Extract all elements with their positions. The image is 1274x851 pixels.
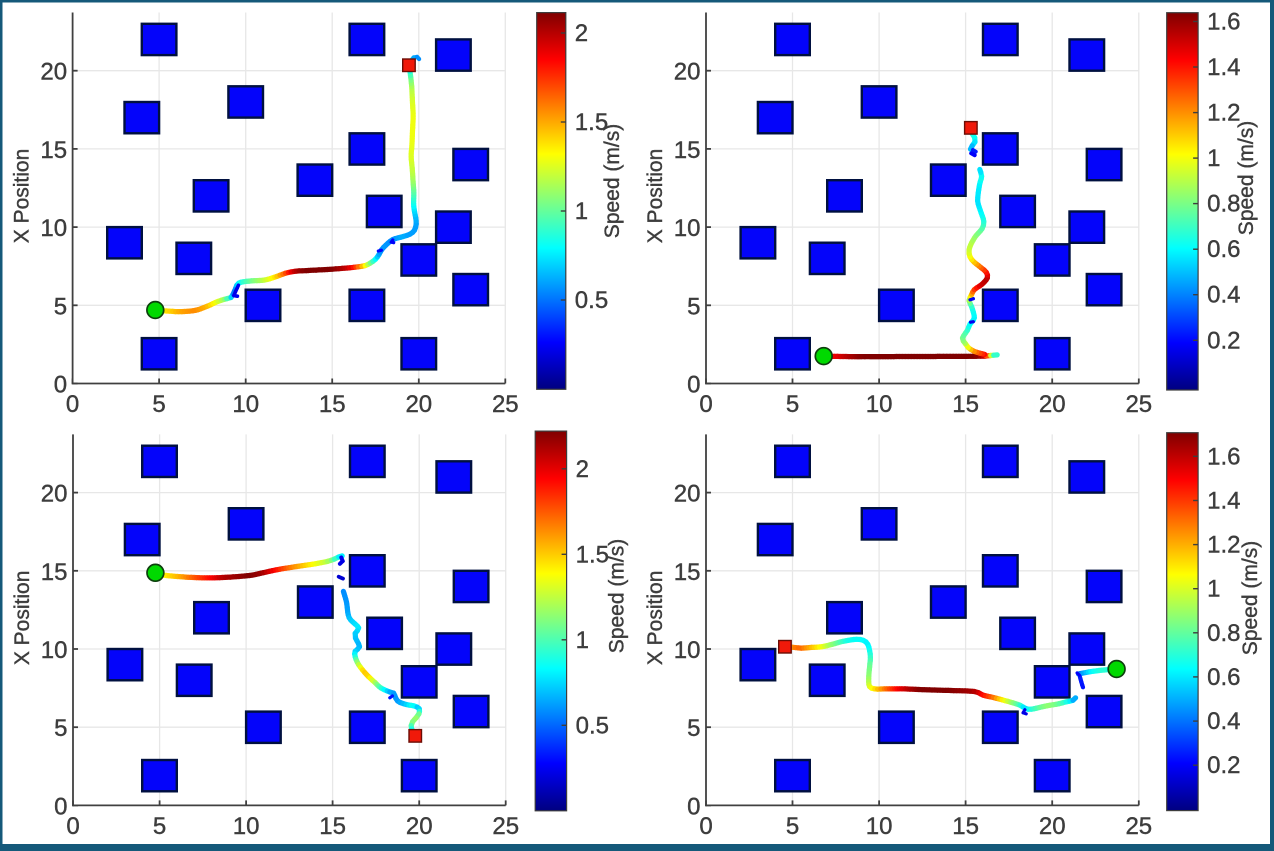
svg-text:Speed (m/s): Speed (m/s) <box>1239 541 1262 655</box>
svg-text:15: 15 <box>674 559 701 586</box>
svg-text:0.6: 0.6 <box>1207 236 1240 263</box>
svg-text:20: 20 <box>674 59 701 86</box>
svg-text:5: 5 <box>153 813 166 840</box>
svg-text:X Position: X Position <box>644 571 667 666</box>
svg-text:X Position: X Position <box>644 149 667 244</box>
svg-text:0: 0 <box>54 793 67 820</box>
svg-text:15: 15 <box>40 137 67 164</box>
svg-text:10: 10 <box>233 813 260 840</box>
svg-text:10: 10 <box>41 637 68 664</box>
svg-text:15: 15 <box>319 391 346 418</box>
svg-text:10: 10 <box>232 391 259 418</box>
svg-text:2: 2 <box>576 456 589 483</box>
svg-text:10: 10 <box>866 391 893 418</box>
svg-text:0: 0 <box>54 372 67 399</box>
svg-text:0.4: 0.4 <box>1207 282 1240 309</box>
svg-text:15: 15 <box>952 813 979 840</box>
svg-text:1.2: 1.2 <box>1207 100 1240 127</box>
svg-text:5: 5 <box>152 391 165 418</box>
svg-text:Speed (m/s): Speed (m/s) <box>1235 121 1258 235</box>
svg-text:Speed (m/s): Speed (m/s) <box>601 124 624 238</box>
svg-text:25: 25 <box>1125 391 1152 418</box>
svg-text:0.2: 0.2 <box>1207 752 1240 779</box>
svg-text:10: 10 <box>40 215 67 242</box>
svg-text:1.4: 1.4 <box>1207 488 1240 515</box>
svg-text:1.6: 1.6 <box>1207 9 1240 36</box>
svg-text:0: 0 <box>66 813 79 840</box>
svg-text:X Position: X Position <box>11 149 34 244</box>
svg-text:0.5: 0.5 <box>576 712 609 739</box>
svg-text:X Position: X Position <box>11 571 34 666</box>
svg-text:1.2: 1.2 <box>1207 532 1240 559</box>
svg-text:25: 25 <box>492 391 519 418</box>
svg-text:0: 0 <box>687 372 700 399</box>
svg-text:15: 15 <box>319 813 346 840</box>
svg-text:20: 20 <box>41 481 68 508</box>
svg-text:5: 5 <box>687 293 700 320</box>
svg-text:1: 1 <box>1207 576 1220 603</box>
svg-text:20: 20 <box>1039 391 1066 418</box>
svg-text:5: 5 <box>54 715 67 742</box>
svg-text:0.8: 0.8 <box>1207 191 1240 218</box>
svg-text:0: 0 <box>687 793 700 820</box>
svg-text:20: 20 <box>406 813 433 840</box>
svg-text:20: 20 <box>1039 813 1066 840</box>
svg-text:5: 5 <box>54 293 67 320</box>
svg-text:15: 15 <box>952 391 979 418</box>
svg-text:1.5: 1.5 <box>576 541 609 568</box>
svg-text:1: 1 <box>576 627 589 654</box>
svg-text:0.8: 0.8 <box>1207 620 1240 647</box>
svg-text:0.5: 0.5 <box>575 287 608 314</box>
svg-text:20: 20 <box>405 391 432 418</box>
svg-text:0.2: 0.2 <box>1207 327 1240 354</box>
svg-text:25: 25 <box>1125 813 1152 840</box>
svg-text:10: 10 <box>674 637 701 664</box>
svg-text:20: 20 <box>674 481 701 508</box>
svg-text:0.4: 0.4 <box>1207 708 1240 735</box>
svg-text:1: 1 <box>1207 145 1220 172</box>
svg-text:1.6: 1.6 <box>1207 443 1240 470</box>
svg-text:0.6: 0.6 <box>1207 664 1240 691</box>
svg-text:10: 10 <box>866 813 893 840</box>
svg-text:1.4: 1.4 <box>1207 54 1240 81</box>
svg-text:5: 5 <box>786 813 799 840</box>
svg-text:10: 10 <box>674 215 701 242</box>
svg-text:5: 5 <box>687 715 700 742</box>
svg-text:15: 15 <box>41 559 68 586</box>
svg-text:0: 0 <box>699 391 712 418</box>
svg-text:0: 0 <box>699 813 712 840</box>
svg-text:1: 1 <box>575 198 588 225</box>
svg-text:1.5: 1.5 <box>575 109 608 136</box>
svg-text:2: 2 <box>575 20 588 47</box>
svg-text:15: 15 <box>674 137 701 164</box>
svg-text:25: 25 <box>492 813 519 840</box>
svg-text:0: 0 <box>66 391 79 418</box>
svg-text:5: 5 <box>786 391 799 418</box>
svg-text:Speed (m/s): Speed (m/s) <box>606 539 629 653</box>
svg-text:20: 20 <box>40 59 67 86</box>
